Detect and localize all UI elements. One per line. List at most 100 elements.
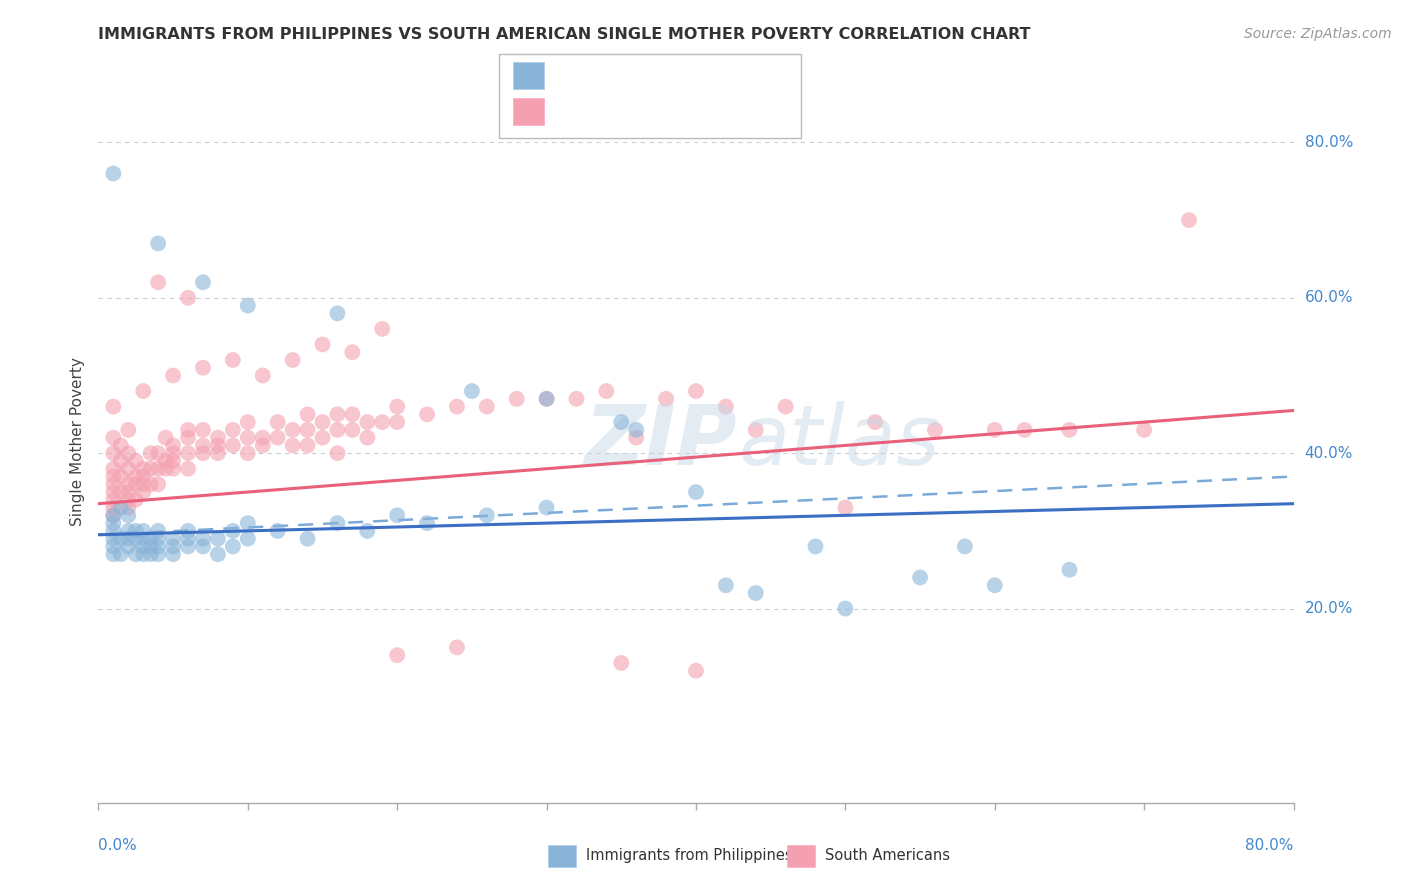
Text: 80.0%: 80.0% — [1305, 135, 1353, 150]
Point — [595, 384, 617, 398]
Point — [267, 524, 290, 538]
Point — [371, 322, 394, 336]
Point — [177, 532, 200, 546]
Point — [191, 275, 214, 289]
Point — [177, 461, 200, 475]
Point — [236, 299, 259, 313]
Point — [103, 492, 125, 507]
Point — [475, 508, 498, 523]
Point — [148, 446, 170, 460]
Point — [162, 454, 184, 468]
Point — [125, 469, 148, 483]
Text: ZIP: ZIP — [583, 401, 737, 482]
Point — [984, 578, 1007, 592]
Point — [177, 540, 200, 554]
Point — [207, 532, 229, 546]
Point — [297, 408, 319, 422]
Point — [132, 547, 155, 561]
Point — [1059, 423, 1081, 437]
Point — [177, 423, 200, 437]
Point — [924, 423, 946, 437]
Point — [117, 461, 139, 475]
Point — [311, 337, 333, 351]
Point — [326, 306, 349, 320]
Point — [222, 524, 245, 538]
Point — [385, 648, 409, 663]
Point — [139, 547, 162, 561]
Point — [326, 446, 349, 460]
Point — [103, 431, 125, 445]
Point — [162, 438, 184, 452]
Point — [117, 508, 139, 523]
Point — [236, 431, 259, 445]
Point — [162, 461, 184, 475]
Point — [236, 415, 259, 429]
Point — [416, 408, 439, 422]
Point — [775, 400, 797, 414]
Point — [416, 516, 439, 530]
Text: 0.077: 0.077 — [583, 69, 631, 83]
Point — [371, 415, 394, 429]
Point — [311, 431, 333, 445]
Point — [610, 415, 633, 429]
Point — [446, 640, 468, 655]
Point — [207, 547, 229, 561]
Text: 80.0%: 80.0% — [1246, 838, 1294, 853]
Point — [103, 485, 125, 500]
Point — [714, 578, 737, 592]
Point — [103, 500, 125, 515]
Point — [125, 547, 148, 561]
Point — [117, 540, 139, 554]
Point — [125, 477, 148, 491]
Point — [103, 508, 125, 523]
Point — [103, 524, 125, 538]
Point — [139, 540, 162, 554]
Point — [103, 469, 125, 483]
Point — [132, 485, 155, 500]
Point — [865, 415, 887, 429]
Point — [281, 423, 304, 437]
Point — [139, 461, 162, 475]
Point — [110, 454, 132, 468]
Point — [177, 291, 200, 305]
Point — [236, 446, 259, 460]
Point — [1059, 563, 1081, 577]
Point — [162, 540, 184, 554]
Point — [342, 345, 364, 359]
Point — [117, 423, 139, 437]
Point — [117, 492, 139, 507]
Point — [536, 392, 558, 406]
Point — [148, 236, 170, 251]
Point — [745, 423, 768, 437]
Point — [132, 540, 155, 554]
Y-axis label: Single Mother Poverty: Single Mother Poverty — [69, 357, 84, 526]
Point — [148, 532, 170, 546]
Point — [953, 540, 976, 554]
Point — [222, 438, 245, 452]
Point — [110, 532, 132, 546]
Point — [1014, 423, 1036, 437]
Point — [475, 400, 498, 414]
Point — [626, 431, 648, 445]
Text: 50: 50 — [681, 69, 702, 83]
Point — [326, 423, 349, 437]
Point — [356, 524, 378, 538]
Point — [117, 477, 139, 491]
Point — [252, 431, 274, 445]
Point — [446, 400, 468, 414]
Point — [1133, 423, 1156, 437]
Point — [110, 469, 132, 483]
Point — [148, 547, 170, 561]
Point — [117, 485, 139, 500]
Point — [132, 461, 155, 475]
Point — [103, 167, 125, 181]
Point — [342, 408, 364, 422]
Point — [297, 423, 319, 437]
Text: South Americans: South Americans — [825, 848, 950, 863]
Text: R =: R = — [555, 104, 589, 119]
Point — [110, 500, 132, 515]
Text: 40.0%: 40.0% — [1305, 446, 1353, 460]
Point — [834, 500, 856, 515]
Point — [536, 392, 558, 406]
Point — [103, 400, 125, 414]
